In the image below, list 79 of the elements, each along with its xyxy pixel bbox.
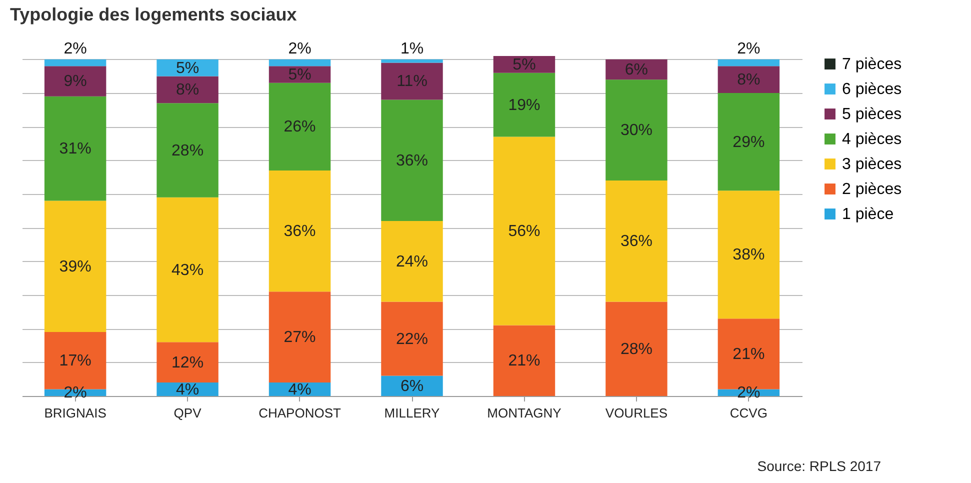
data-label: 28% bbox=[620, 340, 652, 358]
x-tick-label: MILLERY bbox=[384, 406, 440, 420]
bar bbox=[268, 170, 331, 292]
data-label: 30% bbox=[620, 122, 652, 140]
data-label: 1% bbox=[400, 40, 424, 58]
bar bbox=[156, 103, 218, 198]
bar bbox=[381, 59, 443, 63]
x-tick-label: CHAPONOST bbox=[258, 406, 341, 420]
data-label: 36% bbox=[620, 233, 652, 250]
bar bbox=[268, 82, 331, 170]
bar bbox=[718, 190, 780, 319]
data-label: 5% bbox=[176, 60, 200, 77]
source-note: Source: RPLS 2017 bbox=[757, 458, 881, 474]
data-label: 8% bbox=[737, 72, 760, 89]
data-label: 17% bbox=[59, 352, 92, 370]
bar bbox=[381, 302, 443, 376]
data-label: 19% bbox=[508, 96, 540, 114]
data-label: 36% bbox=[396, 152, 428, 170]
data-label: 39% bbox=[59, 258, 92, 276]
bar bbox=[44, 59, 106, 66]
bar bbox=[718, 93, 780, 191]
bar bbox=[493, 72, 556, 137]
x-tick-label: CCVG bbox=[730, 406, 768, 420]
data-label: 56% bbox=[508, 223, 540, 240]
data-label: 21% bbox=[508, 352, 540, 370]
legend-label: 4 pièces bbox=[842, 131, 902, 148]
data-label: 2% bbox=[288, 40, 312, 58]
bar bbox=[718, 59, 780, 66]
data-label: 6% bbox=[624, 61, 648, 78]
data-label: 36% bbox=[284, 223, 316, 240]
legend-label: 2 pièces bbox=[842, 181, 902, 198]
data-label: 22% bbox=[396, 330, 428, 348]
data-label: 27% bbox=[284, 329, 316, 346]
legend-label: 6 pièces bbox=[842, 81, 902, 98]
data-label: 31% bbox=[59, 140, 92, 158]
x-tick-label: BRIGNAIS bbox=[44, 406, 107, 420]
x-tick-label: VOURLES bbox=[605, 406, 668, 420]
data-label: 5% bbox=[512, 56, 536, 74]
data-label: 4% bbox=[176, 381, 200, 398]
bar bbox=[156, 197, 218, 342]
bar bbox=[268, 292, 331, 383]
data-label: 28% bbox=[172, 142, 204, 160]
bar bbox=[606, 80, 668, 181]
legend-label: 3 pièces bbox=[842, 156, 902, 173]
data-label: 9% bbox=[64, 73, 87, 90]
bar bbox=[606, 302, 668, 396]
bar bbox=[156, 342, 218, 383]
data-label: 26% bbox=[284, 118, 316, 136]
legend-label: 7 pièces bbox=[842, 56, 902, 73]
bar bbox=[381, 100, 443, 221]
bar bbox=[493, 136, 556, 326]
data-label: 4% bbox=[288, 381, 312, 398]
legend-label: 5 pièces bbox=[842, 106, 902, 123]
data-label: 24% bbox=[396, 253, 428, 270]
data-label: 5% bbox=[288, 66, 312, 84]
bar bbox=[156, 76, 218, 104]
data-label: 29% bbox=[732, 134, 765, 151]
bar bbox=[268, 59, 331, 66]
bar bbox=[606, 180, 668, 302]
bar bbox=[44, 200, 106, 332]
data-label: 6% bbox=[400, 378, 424, 395]
bar bbox=[718, 66, 780, 94]
legend-label: 1 pièce bbox=[842, 206, 894, 223]
data-label: 38% bbox=[732, 246, 765, 264]
data-label: 12% bbox=[172, 354, 204, 372]
data-label: 11% bbox=[396, 73, 428, 90]
x-tick-label: MONTAGNY bbox=[487, 406, 562, 420]
data-label: 2% bbox=[737, 40, 760, 58]
bar bbox=[493, 325, 556, 396]
bar bbox=[44, 66, 106, 96]
x-tick-label: QPV bbox=[174, 406, 202, 420]
bar bbox=[381, 62, 443, 100]
data-label: 8% bbox=[176, 82, 200, 99]
bar bbox=[44, 96, 106, 201]
chart-title: Typologie des logements sociaux bbox=[10, 4, 297, 24]
data-label: 21% bbox=[732, 346, 765, 363]
bar bbox=[381, 220, 443, 302]
data-label: 2% bbox=[64, 40, 87, 58]
data-label: 43% bbox=[172, 262, 204, 279]
